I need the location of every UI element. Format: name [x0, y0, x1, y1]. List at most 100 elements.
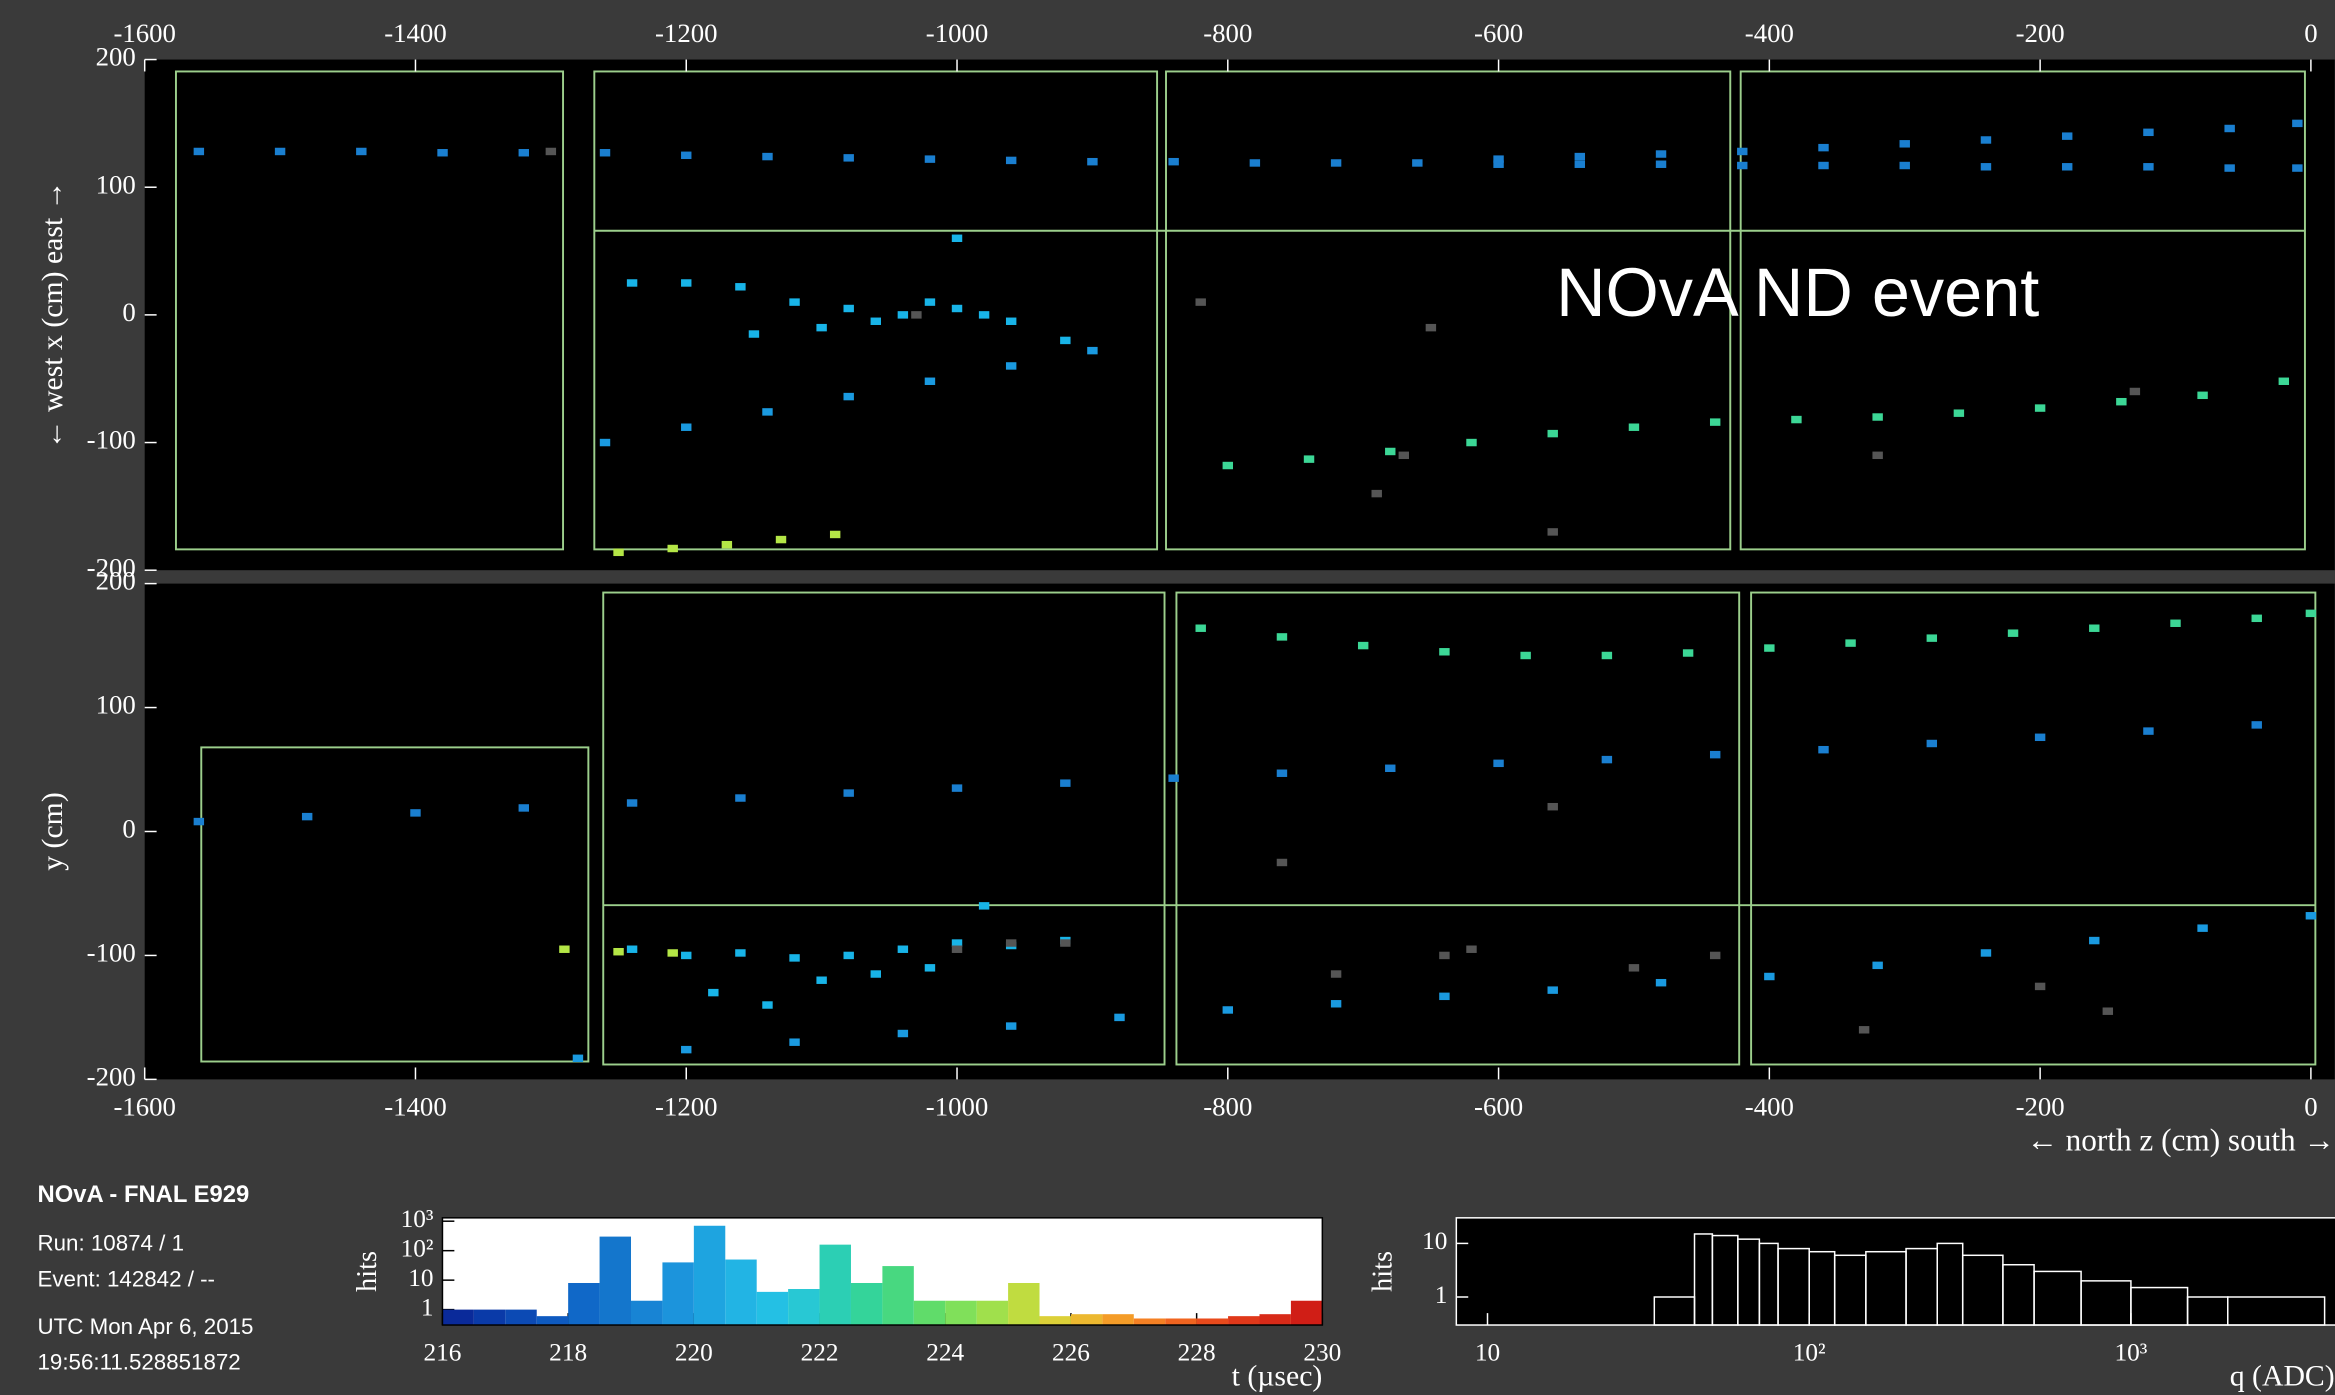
x-tick-label: -1400	[384, 18, 446, 48]
hit	[2143, 129, 2153, 136]
y-tick-label: 10³	[401, 1205, 434, 1233]
hit	[898, 1030, 908, 1037]
hit	[925, 964, 935, 971]
hit	[952, 305, 962, 312]
hit	[1006, 939, 1016, 946]
y-tick-label: 100	[96, 690, 136, 720]
hit	[1277, 770, 1287, 777]
hit	[735, 949, 745, 956]
hit	[1277, 859, 1287, 866]
hit	[2089, 937, 2099, 944]
x-tick-label: -400	[1745, 1091, 1794, 1121]
hit	[2252, 615, 2262, 622]
bar	[851, 1283, 882, 1325]
x-tick-label: -1200	[655, 18, 717, 48]
y-tick-label: 10²	[401, 1234, 434, 1262]
hit	[600, 439, 610, 446]
hit	[1412, 159, 1422, 166]
hit	[1602, 756, 1612, 763]
bar	[631, 1301, 662, 1325]
y-tick-label: 1	[421, 1293, 434, 1321]
hit	[2035, 734, 2045, 741]
x-tick-label: -800	[1203, 18, 1252, 48]
x-tick-label: 0	[2304, 18, 2317, 48]
hit	[1818, 144, 1828, 151]
y-axis-label: hits	[1367, 1251, 1398, 1292]
bar	[757, 1292, 788, 1325]
hit	[844, 305, 854, 312]
hit	[871, 970, 881, 977]
x-tick-label: -1000	[926, 18, 988, 48]
hit	[1223, 462, 1233, 469]
hit	[681, 1046, 691, 1053]
x-tick-label: -200	[2016, 1091, 2065, 1121]
hit	[1872, 413, 1882, 420]
bar	[1102, 1314, 1133, 1325]
hit	[1385, 448, 1395, 455]
hit	[546, 148, 556, 155]
hit	[1277, 633, 1287, 640]
hit	[2035, 983, 2045, 990]
x-tick-label: 216	[423, 1339, 461, 1367]
bar	[725, 1260, 756, 1325]
bar	[694, 1226, 725, 1325]
x-tick-label: 10³	[2114, 1339, 2147, 1367]
hit	[1114, 1014, 1124, 1021]
y-tick-label: 10	[408, 1264, 433, 1292]
hit	[1900, 140, 1910, 147]
hit	[844, 154, 854, 161]
hit	[1845, 639, 1855, 646]
bar	[1165, 1318, 1196, 1325]
hit	[1399, 452, 1409, 459]
hit	[2103, 1007, 2113, 1014]
bar	[977, 1301, 1008, 1325]
hit	[2008, 629, 2018, 636]
info-run: Run: 10874 / 1	[38, 1231, 185, 1256]
x-tick-label: 220	[675, 1339, 713, 1367]
y-tick-label: 0	[122, 814, 135, 844]
hit	[627, 946, 637, 953]
hit	[1548, 430, 1558, 437]
hit	[925, 298, 935, 305]
hit	[722, 541, 732, 548]
hit	[2170, 620, 2180, 627]
x-tick-label: -1600	[113, 1091, 175, 1121]
hit	[2224, 164, 2234, 171]
y-tick-label: -100	[87, 425, 136, 455]
hit	[1927, 740, 1937, 747]
hit	[1818, 162, 1828, 169]
hit	[1900, 162, 1910, 169]
y-tick-label: -200	[87, 1062, 136, 1092]
hit	[2306, 610, 2316, 617]
hit	[952, 235, 962, 242]
hit	[1385, 765, 1395, 772]
hit	[573, 1055, 583, 1062]
hit	[789, 1038, 799, 1045]
hit	[2224, 125, 2234, 132]
page: {"chart_data": [ {"type": "scatter", "yl…	[0, 0, 2335, 1395]
hit	[1954, 409, 1964, 416]
x-tick-label: -600	[1474, 1091, 1523, 1121]
x-tick-label: -200	[2016, 18, 2065, 48]
hit	[1006, 1022, 1016, 1029]
bar	[537, 1316, 568, 1325]
hit	[952, 784, 962, 791]
hit	[1223, 1006, 1233, 1013]
hit	[1548, 528, 1558, 535]
x-tick-label: 10²	[1793, 1339, 1826, 1367]
hit	[410, 809, 420, 816]
hit	[1358, 642, 1368, 649]
hit	[2292, 120, 2302, 127]
hit	[519, 804, 529, 811]
hit	[1006, 318, 1016, 325]
hit	[1737, 162, 1747, 169]
hit	[1493, 155, 1503, 162]
hit	[1602, 652, 1612, 659]
hit	[816, 977, 826, 984]
hit	[1656, 150, 1666, 157]
hit	[627, 799, 637, 806]
hit	[627, 279, 637, 286]
hit	[1575, 161, 1585, 168]
hit	[749, 330, 759, 337]
hit	[1818, 746, 1828, 753]
